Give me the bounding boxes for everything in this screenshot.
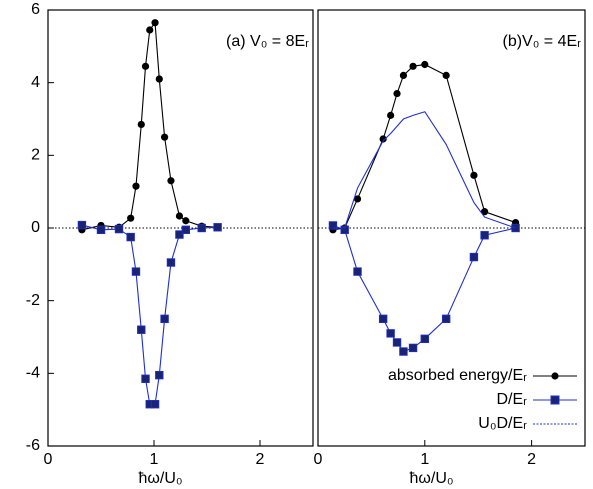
y-tick-label: 6 xyxy=(31,1,40,18)
x-axis-label: ħω/U₀ xyxy=(138,470,182,487)
point xyxy=(386,329,395,338)
series-line xyxy=(81,21,218,231)
point xyxy=(353,267,362,276)
legend-marker xyxy=(550,395,560,405)
series-line xyxy=(332,111,516,229)
point xyxy=(420,334,429,344)
y-tick-label: -2 xyxy=(26,292,40,309)
point xyxy=(182,217,190,225)
x-tick-label: 1 xyxy=(420,451,429,468)
legend-label: absorbed energy/Eᵣ xyxy=(388,367,527,384)
point xyxy=(181,225,190,235)
x-tick-label: 2 xyxy=(256,451,265,468)
point xyxy=(378,314,388,324)
point xyxy=(141,62,150,70)
point xyxy=(408,343,418,353)
point xyxy=(399,71,408,79)
legend-label: D/Eᵣ xyxy=(496,391,527,408)
point xyxy=(127,214,135,222)
series-line xyxy=(81,224,218,405)
point xyxy=(340,225,349,235)
point xyxy=(126,232,135,242)
point xyxy=(421,60,429,69)
legend-marker xyxy=(551,372,559,380)
point xyxy=(175,212,184,220)
point xyxy=(96,225,106,235)
x-tick-label: 2 xyxy=(527,451,536,468)
point xyxy=(353,195,362,203)
point xyxy=(141,374,150,383)
point xyxy=(77,220,87,230)
point xyxy=(393,89,401,98)
point xyxy=(480,231,489,240)
x-tick-label: 0 xyxy=(44,451,53,468)
point xyxy=(441,314,451,324)
point xyxy=(166,258,176,267)
x-tick-label: 1 xyxy=(150,451,159,468)
legend-label: U₀D/Eᵣ xyxy=(478,415,527,432)
y-tick-label: -6 xyxy=(26,437,40,454)
point xyxy=(392,338,402,347)
point xyxy=(151,19,159,27)
x-tick-label: 0 xyxy=(314,451,323,468)
point xyxy=(442,71,450,79)
point xyxy=(155,370,164,380)
point xyxy=(167,177,175,185)
point xyxy=(379,135,387,143)
point xyxy=(161,133,169,141)
point xyxy=(131,267,141,276)
y-tick-label: 2 xyxy=(31,147,40,164)
point xyxy=(481,208,489,216)
point xyxy=(409,62,417,70)
point xyxy=(137,120,145,129)
point xyxy=(387,111,395,119)
series-line xyxy=(332,224,516,353)
point xyxy=(160,314,169,324)
point xyxy=(155,75,163,83)
point xyxy=(150,400,160,409)
point xyxy=(328,221,338,230)
point xyxy=(114,224,124,234)
point xyxy=(146,26,154,34)
panel-title: (b)V₀ = 4Eᵣ xyxy=(502,33,581,50)
y-tick-label: -4 xyxy=(26,365,40,382)
point xyxy=(213,223,222,232)
point xyxy=(175,230,184,239)
point xyxy=(399,347,408,356)
point xyxy=(137,325,146,334)
series-line xyxy=(332,63,516,231)
point xyxy=(470,171,478,179)
point xyxy=(197,223,206,233)
x-axis-label: ħω/U₀ xyxy=(409,470,453,487)
panel-title: (a) V₀ = 8Eᵣ xyxy=(226,33,309,50)
y-tick-label: 0 xyxy=(31,219,40,236)
point xyxy=(469,252,479,262)
point xyxy=(132,182,140,190)
y-tick-label: 4 xyxy=(31,74,40,91)
